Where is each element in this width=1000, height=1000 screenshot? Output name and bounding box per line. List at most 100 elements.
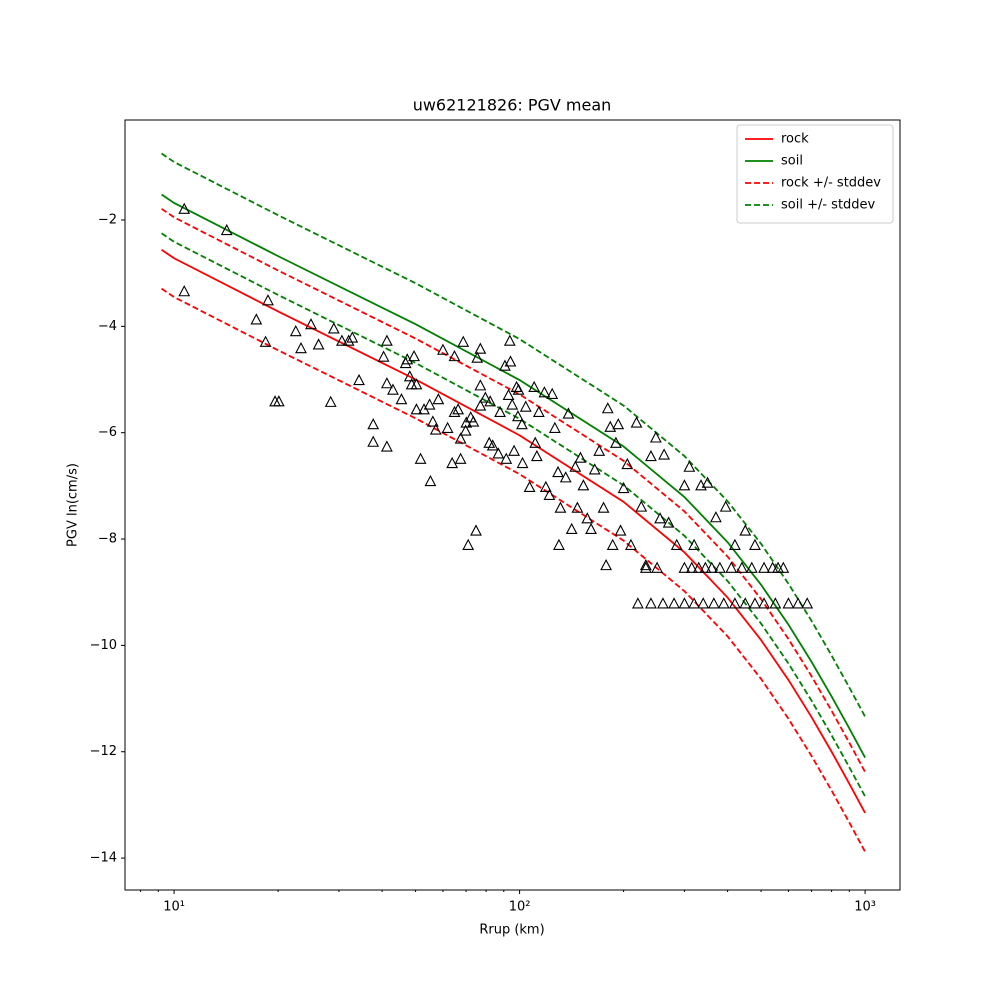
data-point [529,436,542,448]
y-tick-label: −4 [98,319,117,334]
data-point [705,561,718,573]
data-point [577,479,590,491]
data-point [585,522,597,535]
data-point [327,322,340,334]
data-point [324,395,337,407]
data-point [342,334,355,346]
y-tick-label: −2 [98,212,117,227]
y-tick-label: −10 [90,638,117,653]
data-point [423,398,436,410]
data-point [462,538,475,550]
data-point [494,405,506,418]
legend-box [736,124,894,224]
data-point [178,285,191,297]
data-point [657,597,669,609]
data-point [597,501,610,513]
data-point [519,400,532,412]
data-point [749,597,761,609]
data-point [432,393,445,405]
data-point [546,387,559,399]
x-tick-label: 10² [509,900,531,915]
data-point [353,373,365,386]
data-point [448,349,461,362]
data-point [645,597,657,609]
data-point [692,561,705,573]
data-point [532,405,545,418]
data-point [312,338,325,350]
data-point [604,420,617,432]
data-point [725,561,738,573]
data-point [259,335,272,347]
data-point [446,456,459,469]
data-point [484,395,497,407]
x-tick-label: 10³ [854,900,876,915]
line [161,152,866,718]
data-point [452,403,465,415]
data-point [346,331,359,343]
data-point [552,465,564,478]
data-point [426,415,439,427]
legend-label: soil +/- stddev [781,198,876,213]
data-point [528,380,541,393]
data-point [395,393,408,405]
data-point [654,512,666,524]
data-point [593,444,606,456]
data-point [624,538,637,550]
data-point [678,561,691,573]
data-point [539,480,552,493]
data-point [571,501,584,513]
data-point [548,421,561,433]
line [161,287,866,853]
data-point [441,421,454,433]
data-point [685,561,698,573]
data-point [697,597,710,609]
data-point [609,436,622,448]
data-point [719,500,732,512]
line [161,232,866,797]
data-point [635,500,648,512]
data-point [460,416,473,428]
data-point [668,597,680,609]
data-point [777,561,790,573]
line [161,193,866,759]
data-point [758,597,770,609]
data-point [262,294,274,306]
data-point [601,402,614,414]
data-point [295,341,307,354]
data-point [506,398,519,410]
data-point [662,516,675,528]
data-point [678,479,691,491]
data-point [749,538,761,550]
data-point [492,447,505,459]
data-point [178,202,191,214]
data-point [612,418,625,430]
data-point [410,378,423,390]
data-point [448,405,461,418]
data-point [457,335,470,347]
data-point [503,334,516,346]
data-point [801,597,814,609]
data-point [471,351,484,363]
data-point [581,512,594,524]
data-point [516,418,528,430]
data-point [512,383,525,395]
y-tick-label: −14 [90,851,117,866]
data-point [380,377,393,389]
data-point [454,452,467,464]
data-point [683,460,696,472]
data-point [606,538,619,550]
data-point [470,524,482,536]
data-point [559,471,572,483]
x-tick-label: 10¹ [163,900,185,915]
data-point [543,488,556,500]
data-point [414,452,427,464]
y-tick-label: −12 [90,744,117,759]
data-point [782,597,795,609]
data-point [729,538,741,550]
chart-title: uw62121826: PGV mean [413,96,612,115]
y-axis-label: PGV ln(cm/s) [66,463,81,547]
data-point [645,449,657,462]
data-point [621,457,634,470]
data-point [367,435,380,447]
plot-frame [124,119,901,891]
